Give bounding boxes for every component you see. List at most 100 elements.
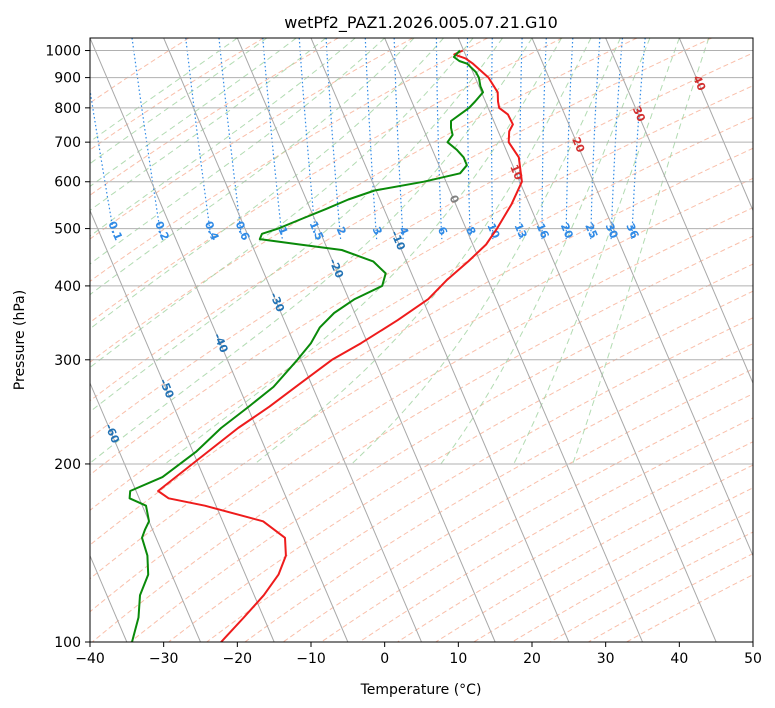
x-tick-label: 30 (597, 651, 615, 667)
isotherm-line (531, 38, 753, 557)
isotherm-line (163, 38, 422, 642)
dry-adiabat-line (90, 38, 488, 282)
mixing-ratio-lines (90, 38, 646, 240)
moist-adiabat-line (440, 38, 651, 465)
x-tick-label: 20 (523, 651, 541, 667)
temperature-label: 20 (569, 135, 587, 154)
moist-adiabat-line (90, 38, 327, 212)
mixing-ratio-line (466, 38, 471, 240)
mixing-ratio-line (435, 38, 443, 240)
x-tick-label: −20 (223, 651, 253, 667)
y-tick-label: 200 (54, 457, 81, 473)
dry-adiabat-line (90, 207, 753, 613)
mixing-ratio-line (364, 38, 378, 240)
moist-adiabat-line (164, 38, 562, 465)
moist-adiabat-line (90, 38, 444, 330)
moist-adiabat-line (90, 38, 356, 237)
temperature-profile-line (157, 49, 523, 642)
mixing-ratio-line (610, 38, 623, 240)
mixing-ratio-line (490, 38, 494, 240)
y-tick-label: 400 (54, 279, 81, 295)
mixing-ratio-label: 36 (623, 221, 641, 240)
plot-frame (89, 37, 754, 643)
isotherm-line (90, 209, 275, 642)
isotherm-line (457, 38, 717, 642)
dewpoint-profile-line (128, 49, 484, 642)
dry-adiabat-line (206, 317, 753, 642)
dry-adiabat-line (90, 52, 753, 439)
mixing-ratio-label: 16 (534, 221, 552, 240)
y-axis-ticks: 100 200 300 400 500 600 700 800 900 1000 (45, 44, 90, 651)
temperature-label: 30 (630, 105, 648, 124)
mixing-ratio-line (541, 38, 547, 240)
dry-adiabat-line (130, 263, 753, 642)
y-tick-label: 1000 (45, 44, 81, 60)
dry-adiabat-line (90, 85, 753, 476)
moist-adiabat-line (90, 38, 474, 369)
chart-title: wetPf2_PAZ1.2026.005.07.21.G10 (284, 13, 558, 33)
moist-adiabat-line (351, 38, 621, 465)
x-tick-label: 40 (670, 651, 688, 667)
x-axis-label: Temperature (°C) (360, 682, 482, 698)
isotherm-line (678, 38, 753, 212)
dry-adiabat-line (90, 38, 712, 402)
dry-adiabat-line (168, 290, 753, 642)
mixing-ratio-line (565, 38, 574, 240)
y-tick-label: 600 (54, 175, 81, 191)
isotherm-line (90, 381, 201, 642)
moist-adiabat-line (90, 38, 533, 464)
moist-adiabat-line (90, 38, 503, 413)
moist-adiabat-line (90, 38, 297, 188)
dry-adiabat-line (244, 343, 753, 642)
y-tick-label: 500 (54, 222, 81, 238)
dry-adiabat-line (90, 177, 753, 580)
x-tick-label: −30 (149, 651, 179, 667)
mixing-ratio-label: 20 (558, 221, 576, 240)
isotherm-line (90, 38, 349, 642)
y-tick-label: 900 (54, 71, 81, 87)
y-tick-label: 300 (54, 353, 81, 369)
temperature-label: 40 (690, 74, 708, 93)
y-axis-label: Pressure (hPa) (12, 290, 28, 390)
mixing-ratio-line (590, 38, 601, 240)
mixing-ratio-label: 25 (582, 221, 600, 240)
moist-adiabat-line (90, 38, 386, 265)
x-tick-label: 0 (380, 651, 389, 667)
mixing-ratio-line (631, 38, 646, 240)
x-tick-label: 50 (744, 651, 762, 667)
mixing-ratio-label: 30 (603, 221, 621, 240)
isotherm-line (605, 38, 753, 385)
mixing-ratio-line (185, 38, 212, 240)
dry-adiabat-line (90, 147, 753, 546)
dry-adiabat-line (90, 38, 339, 196)
moist-adiabat-line (572, 38, 710, 465)
x-tick-label: 10 (449, 651, 467, 667)
y-tick-label: 100 (54, 635, 81, 651)
moist-adiabat-line (90, 38, 268, 165)
isotherm-line (310, 38, 570, 642)
mixing-ratio-line (218, 38, 243, 240)
dry-adiabat-line (90, 38, 264, 151)
x-tick-label: −40 (75, 651, 105, 667)
plot-area: -100-90-80-70-60-50-40-30-20-100.10.20.4… (90, 38, 753, 642)
dry-adiabat-line (90, 38, 638, 363)
mixing-ratio-line (90, 86, 116, 240)
mixing-ratio-line (298, 38, 317, 240)
mixing-ratio-line (262, 38, 283, 240)
moist-adiabat-line (90, 38, 415, 296)
moist-adiabat-line (513, 38, 680, 465)
y-tick-label: 700 (54, 135, 81, 151)
mixing-ratio-line (131, 38, 162, 240)
mixing-ratio-line (519, 38, 523, 240)
isotherm-line (384, 38, 643, 642)
y-tick-label: 800 (54, 101, 81, 117)
sounding-series (128, 49, 523, 642)
mixing-ratio-label: 13 (512, 221, 530, 240)
moist-adiabat-line (90, 38, 238, 143)
mixing-ratio-line (325, 38, 342, 240)
x-tick-label: −10 (296, 651, 326, 667)
x-axis-ticks: −40 −30 −20 −10 0 10 20 30 40 50 (75, 642, 762, 667)
dry-adiabat-line (90, 116, 753, 511)
